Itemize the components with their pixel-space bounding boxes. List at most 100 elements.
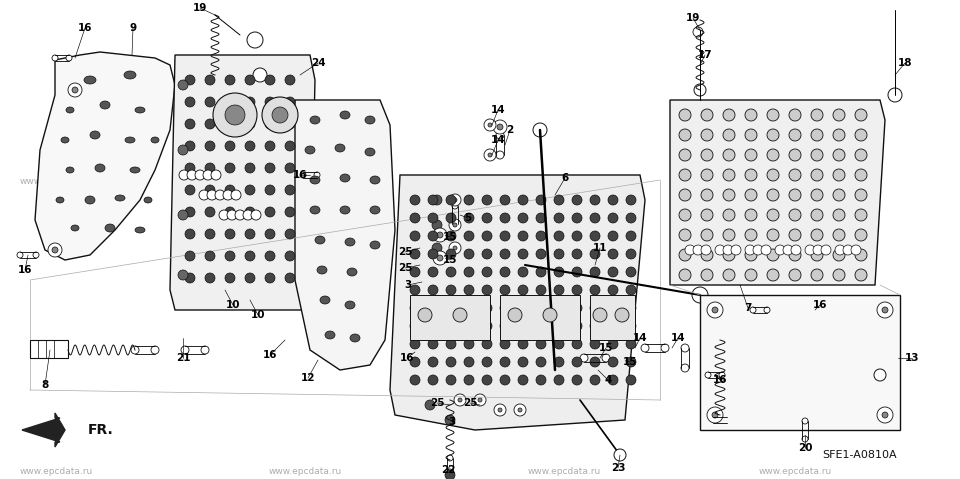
Text: 3: 3 bbox=[448, 417, 456, 427]
Circle shape bbox=[590, 231, 600, 241]
Circle shape bbox=[205, 207, 215, 217]
Circle shape bbox=[593, 308, 607, 322]
Circle shape bbox=[543, 308, 557, 322]
Circle shape bbox=[843, 245, 853, 255]
Circle shape bbox=[723, 149, 735, 161]
Circle shape bbox=[428, 213, 438, 223]
Ellipse shape bbox=[130, 167, 140, 173]
Text: 9: 9 bbox=[130, 23, 136, 33]
Circle shape bbox=[694, 84, 706, 96]
Text: 16: 16 bbox=[293, 170, 307, 180]
Circle shape bbox=[437, 232, 443, 238]
Ellipse shape bbox=[125, 137, 135, 143]
Circle shape bbox=[223, 190, 233, 200]
Circle shape bbox=[536, 321, 546, 331]
Circle shape bbox=[554, 249, 564, 259]
Circle shape bbox=[225, 207, 235, 217]
Circle shape bbox=[723, 269, 735, 281]
Circle shape bbox=[608, 339, 618, 349]
Circle shape bbox=[265, 229, 275, 239]
Ellipse shape bbox=[66, 167, 74, 173]
Circle shape bbox=[572, 339, 582, 349]
Circle shape bbox=[474, 394, 486, 406]
Circle shape bbox=[855, 169, 867, 181]
Text: 6: 6 bbox=[562, 173, 568, 183]
Text: 16: 16 bbox=[399, 353, 415, 363]
Circle shape bbox=[518, 213, 528, 223]
Ellipse shape bbox=[365, 116, 375, 124]
Circle shape bbox=[245, 229, 255, 239]
Text: 22: 22 bbox=[441, 465, 455, 475]
Circle shape bbox=[199, 190, 209, 200]
Circle shape bbox=[767, 169, 779, 181]
Circle shape bbox=[453, 223, 457, 227]
Circle shape bbox=[767, 189, 779, 201]
Circle shape bbox=[464, 213, 474, 223]
Circle shape bbox=[723, 209, 735, 221]
Circle shape bbox=[723, 129, 735, 141]
Circle shape bbox=[572, 303, 582, 313]
Circle shape bbox=[833, 149, 845, 161]
Circle shape bbox=[855, 249, 867, 261]
Circle shape bbox=[693, 27, 703, 37]
Text: www.epcdata.ru: www.epcdata.ru bbox=[528, 467, 601, 476]
Circle shape bbox=[458, 398, 462, 402]
Circle shape bbox=[265, 97, 275, 107]
Text: 10: 10 bbox=[226, 300, 240, 310]
Circle shape bbox=[482, 285, 492, 295]
Circle shape bbox=[855, 189, 867, 201]
Circle shape bbox=[572, 375, 582, 385]
Circle shape bbox=[445, 415, 455, 425]
Ellipse shape bbox=[66, 55, 72, 61]
Circle shape bbox=[482, 267, 492, 277]
Circle shape bbox=[626, 195, 636, 205]
Ellipse shape bbox=[52, 55, 58, 61]
Ellipse shape bbox=[335, 144, 345, 152]
Circle shape bbox=[554, 321, 564, 331]
Circle shape bbox=[225, 185, 235, 195]
Text: www.epcdata.ru: www.epcdata.ru bbox=[758, 467, 831, 476]
Polygon shape bbox=[670, 100, 885, 285]
Circle shape bbox=[811, 249, 823, 261]
Text: www.epcdata.ru: www.epcdata.ru bbox=[528, 177, 601, 186]
Circle shape bbox=[789, 109, 801, 121]
Circle shape bbox=[590, 249, 600, 259]
Circle shape bbox=[518, 339, 528, 349]
Circle shape bbox=[285, 273, 295, 283]
Circle shape bbox=[518, 285, 528, 295]
Circle shape bbox=[626, 357, 636, 367]
Text: 25: 25 bbox=[397, 247, 412, 257]
Circle shape bbox=[185, 251, 195, 261]
Circle shape bbox=[203, 170, 213, 180]
Circle shape bbox=[449, 242, 461, 254]
Circle shape bbox=[482, 339, 492, 349]
Circle shape bbox=[428, 249, 438, 259]
Circle shape bbox=[446, 321, 456, 331]
Circle shape bbox=[464, 231, 474, 241]
Circle shape bbox=[227, 210, 237, 220]
Circle shape bbox=[432, 195, 442, 205]
Circle shape bbox=[572, 321, 582, 331]
Ellipse shape bbox=[71, 225, 79, 231]
Ellipse shape bbox=[305, 146, 315, 154]
Circle shape bbox=[52, 247, 58, 253]
Circle shape bbox=[410, 249, 420, 259]
Circle shape bbox=[767, 229, 779, 241]
Circle shape bbox=[554, 231, 564, 241]
Ellipse shape bbox=[320, 296, 330, 304]
Ellipse shape bbox=[365, 148, 375, 156]
Ellipse shape bbox=[719, 372, 725, 378]
Circle shape bbox=[446, 339, 456, 349]
Ellipse shape bbox=[340, 174, 350, 182]
Circle shape bbox=[484, 119, 496, 131]
Circle shape bbox=[225, 105, 245, 125]
Ellipse shape bbox=[345, 238, 355, 246]
Circle shape bbox=[464, 285, 474, 295]
Circle shape bbox=[590, 213, 600, 223]
Ellipse shape bbox=[33, 252, 39, 258]
Circle shape bbox=[701, 189, 713, 201]
Circle shape bbox=[712, 412, 718, 418]
Ellipse shape bbox=[452, 203, 458, 209]
Circle shape bbox=[449, 194, 461, 206]
Circle shape bbox=[265, 119, 275, 129]
